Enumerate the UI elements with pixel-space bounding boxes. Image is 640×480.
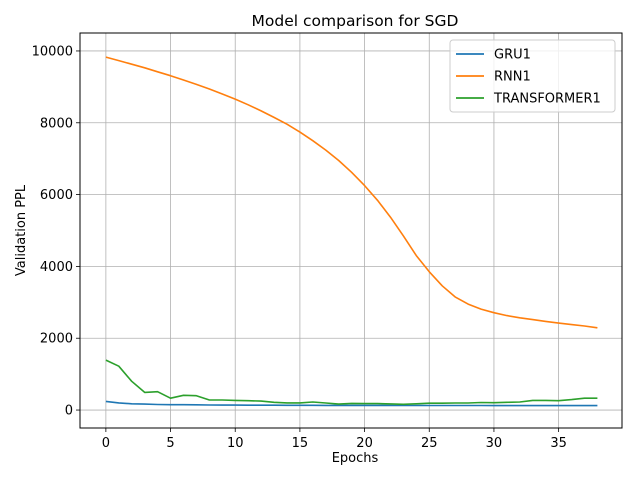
y-tick-label: 8000 (40, 116, 73, 131)
y-tick-label: 2000 (40, 332, 73, 347)
legend-label: TRANSFORMER1 (493, 92, 601, 107)
x-axis: 0 5 10 15 20 25 30 35 (102, 428, 567, 451)
series-line-transformer1 (105, 359, 598, 406)
legend-label: GRU1 (494, 48, 531, 63)
legend-box (449, 39, 616, 113)
y-axis-label: Validation PPL (14, 184, 29, 276)
x-tick-label: 10 (227, 436, 244, 451)
series-line-rnn1 (105, 56, 598, 329)
x-tick-label: 5 (166, 436, 174, 451)
y-tick-label: 0 (65, 404, 73, 419)
y-axis: 0 2000 4000 6000 8000 10000 (32, 44, 80, 419)
y-tick-label: 4000 (40, 260, 73, 275)
plot-frame (79, 32, 623, 429)
legend-label: RNN1 (494, 70, 531, 85)
series-group (105, 56, 598, 407)
x-tick-label: 35 (550, 436, 567, 451)
series-line-gru1 (105, 400, 598, 407)
x-tick-label: 20 (356, 436, 373, 451)
y-tick-label: 10000 (32, 44, 73, 59)
y-tick-label: 6000 (40, 188, 73, 203)
legend: GRU1 RNN1 TRANSFORMER1 (449, 39, 616, 113)
x-tick-label: 15 (292, 436, 309, 451)
x-axis-label: Epochs (332, 451, 379, 466)
chart-title: Model comparison for SGD (252, 12, 459, 30)
x-tick-label: 30 (486, 436, 503, 451)
x-tick-label: 25 (421, 436, 438, 451)
x-tick-label: 0 (102, 436, 110, 451)
